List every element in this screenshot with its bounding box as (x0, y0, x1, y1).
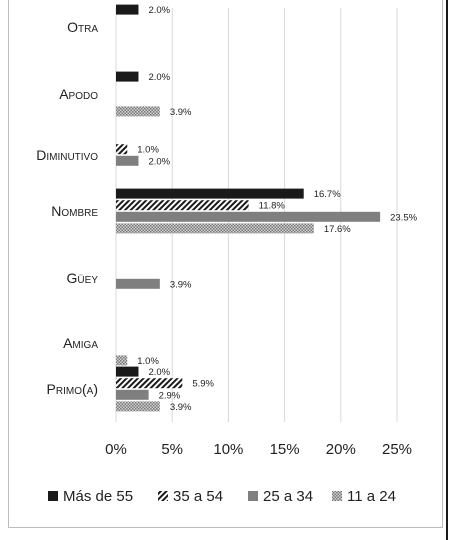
bar-mas-de-55-apodo (116, 71, 139, 82)
legend-swatch-35-a-54 (158, 491, 168, 501)
x-tick-label: 0% (105, 441, 127, 458)
bar-25-a-34-diminutivo (116, 155, 139, 166)
legend-label-25-a-34: 25 a 34 (263, 488, 313, 505)
legend-swatch-11-a-24 (332, 491, 342, 501)
bar-35-a-54-diminutivo (116, 144, 128, 155)
bar-11-a-24-primo-a (116, 401, 160, 412)
data-labels: 2.0%2.0%16.7%2.0%1.0%11.8%5.9%2.0%23.5%3… (137, 5, 417, 413)
data-label-25-a-34-diminutivo: 2.0% (148, 156, 170, 167)
data-label-35-a-54-nombre: 11.8% (259, 201, 286, 212)
chart-frame (8, 0, 443, 528)
category-label-apodo: Apodo (59, 86, 98, 102)
page-edge-rule (446, 0, 448, 540)
data-label-11-a-24-primo-a: 3.9% (170, 402, 192, 413)
bar-25-a-34-guey (116, 278, 160, 289)
category-label-primo-a: Primo(a) (47, 381, 98, 397)
bar-11-a-24-apodo (116, 106, 160, 117)
legend-swatch-25-a-34 (248, 491, 258, 501)
x-tick-label: 10% (213, 441, 243, 458)
legend-label-11-a-24: 11 a 24 (347, 488, 396, 505)
legend: Más de 55 35 a 54 25 a 34 11 a 24 (48, 488, 396, 505)
bar-mas-de-55-nombre (116, 188, 304, 199)
data-label-mas-de-55-apodo: 2.0% (148, 72, 170, 83)
x-tick-label: 20% (326, 441, 356, 458)
data-label-11-a-24-apodo: 3.9% (170, 107, 192, 118)
bar-11-a-24-amiga (116, 355, 128, 366)
category-label-nombre: Nombre (51, 203, 98, 219)
x-axis-ticks: 0% 5% 10% 15% 20% 25% (105, 441, 412, 458)
data-label-25-a-34-nombre: 23.5% (390, 212, 417, 223)
category-label-amiga: Amiga (63, 335, 98, 351)
data-label-mas-de-55-primo-a: 2.0% (148, 367, 170, 378)
bar-25-a-34-nombre (116, 211, 381, 222)
x-tick-label: 15% (270, 441, 300, 458)
data-label-11-a-24-amiga: 1.0% (137, 356, 159, 367)
category-label-otra: Otra (67, 19, 98, 35)
bar-11-a-24-nombre (116, 223, 314, 234)
bar-mas-de-55-otra (116, 4, 139, 15)
category-labels: Otra Apodo Diminutivo Nombre Güey Amiga Primo(… (36, 19, 98, 397)
x-tick-label: 25% (382, 441, 412, 458)
bar-35-a-54-nombre (116, 200, 249, 211)
legend-label-35-a-54: 35 a 54 (173, 488, 223, 505)
legend-label-mas-de-55: Más de 55 (63, 488, 133, 505)
data-label-35-a-54-primo-a: 5.9% (192, 379, 214, 390)
bars (116, 4, 381, 412)
data-label-mas-de-55-otra: 2.0% (148, 5, 170, 16)
bar-35-a-54-primo-a (116, 378, 183, 389)
legend-swatch-mas-de-55 (48, 491, 58, 501)
data-label-25-a-34-primo-a: 2.9% (159, 390, 181, 401)
data-label-11-a-24-nombre: 17.6% (324, 224, 351, 235)
bar-mas-de-55-primo-a (116, 366, 139, 377)
bar-25-a-34-primo-a (116, 389, 149, 400)
category-label-guey: Güey (67, 270, 99, 286)
data-label-35-a-54-diminutivo: 1.0% (137, 145, 159, 156)
x-tick-label: 5% (161, 441, 183, 458)
grid-lines (115, 8, 398, 422)
category-label-diminutivo: Diminutivo (36, 147, 98, 163)
data-label-25-a-34-guey: 3.9% (170, 279, 192, 290)
data-label-mas-de-55-nombre: 16.7% (314, 189, 341, 200)
